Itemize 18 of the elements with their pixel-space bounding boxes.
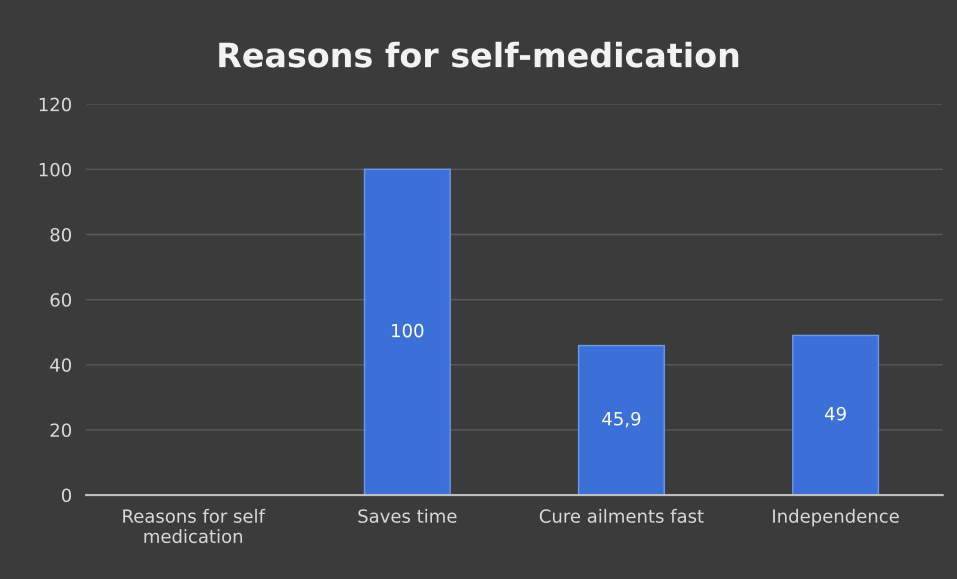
y-tick-label: 0 bbox=[62, 488, 72, 502]
chart-title: Reasons for self-medication bbox=[219, 42, 738, 68]
bar bbox=[792, 334, 880, 496]
y-tick-label: 100 bbox=[40, 162, 72, 176]
data-label: 45,9 bbox=[602, 412, 640, 428]
bar bbox=[578, 344, 665, 496]
data-label: 100 bbox=[392, 324, 424, 338]
bar bbox=[364, 168, 451, 496]
y-tick-label: 20 bbox=[50, 423, 72, 438]
y-tick-label: 60 bbox=[50, 293, 72, 307]
y-tick-label: 120 bbox=[40, 98, 72, 112]
x-tick-label: Saves time bbox=[358, 508, 456, 523]
x-tick-label: Independence bbox=[773, 508, 899, 526]
x-tick-label: Cure ailments fast bbox=[540, 508, 704, 523]
x-tick-label: Reasons for self medication bbox=[123, 508, 266, 544]
y-tick-label: 80 bbox=[50, 228, 72, 242]
data-label: 49 bbox=[824, 406, 846, 420]
y-tick-label: 40 bbox=[50, 358, 72, 372]
